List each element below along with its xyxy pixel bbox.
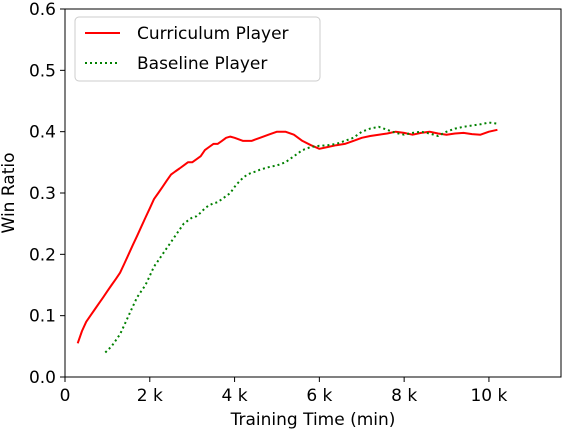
legend-label-curriculum-player: Curriculum Player xyxy=(137,24,289,44)
x-axis-ticks: 0 2 k 4 k 6 k 8 k 10 k xyxy=(60,377,508,406)
x-tick-label: 10 k xyxy=(470,386,507,406)
plot-frame xyxy=(64,8,562,378)
y-tick-label: 0.0 xyxy=(29,368,56,388)
legend-box xyxy=(74,16,321,82)
y-tick-label: 0.3 xyxy=(29,184,56,204)
y-tick-label: 0.1 xyxy=(29,307,56,327)
y-tick-label: 0.6 xyxy=(29,0,56,20)
x-tick-label: 0 xyxy=(60,386,71,406)
legend: Curriculum Player Baseline Player xyxy=(74,16,321,82)
series-layer xyxy=(76,121,498,354)
x-tick-label: 6 k xyxy=(306,386,332,406)
x-tick-label: 4 k xyxy=(222,386,248,406)
y-axis-label: Win Ratio xyxy=(0,153,19,234)
series-line-curriculum-player xyxy=(76,128,498,344)
legend-label-baseline-player: Baseline Player xyxy=(137,54,267,74)
y-tick-label: 0.4 xyxy=(29,123,56,143)
x-axis-label: Training Time (min) xyxy=(230,410,396,430)
y-tick-label: 0.5 xyxy=(29,61,56,81)
y-tick-label: 0.2 xyxy=(29,245,56,265)
y-axis-ticks: 0.0 0.1 0.2 0.3 0.4 0.5 0.6 xyxy=(29,0,65,388)
x-tick-label: 8 k xyxy=(391,386,417,406)
x-tick-label: 2 k xyxy=(137,386,163,406)
series-line-baseline-player xyxy=(104,121,498,354)
